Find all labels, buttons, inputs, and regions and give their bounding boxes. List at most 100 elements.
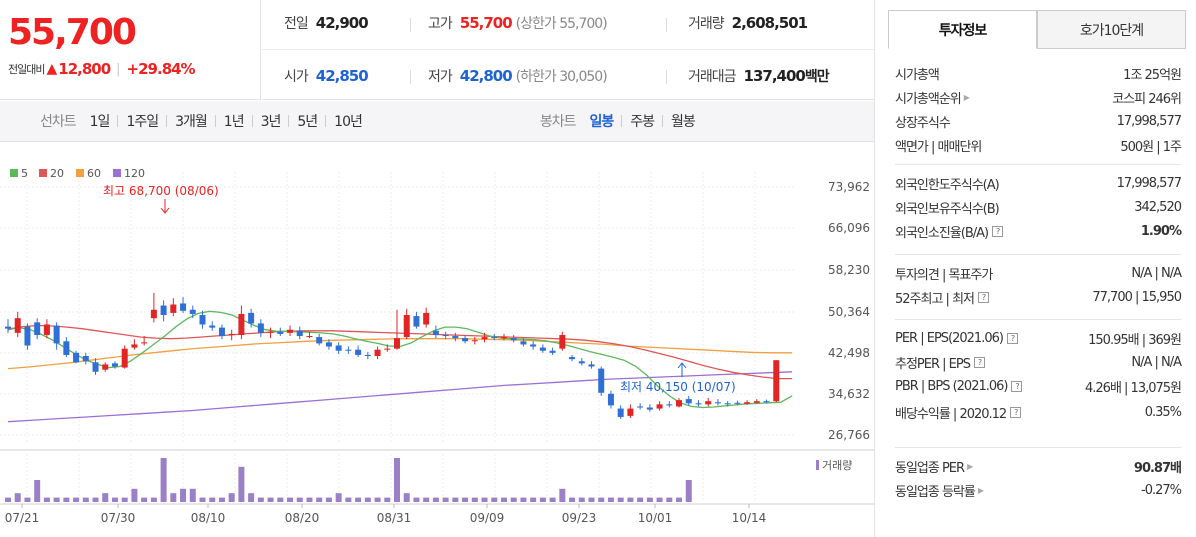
period-1d[interactable]: 1일 [89,114,111,130]
price-stats: 전일 42,900 고가 55,700 (상한가 55,700) 거래량 2,6… [262,0,874,100]
info-key-text: 52주최고 | 최저 [895,291,975,307]
candle-body [763,401,770,403]
volume-bar [335,493,342,502]
info-value: 17,998,577 [1116,113,1182,129]
stat-label: 거래량 [688,16,725,32]
volume-bar [384,497,391,502]
candle-body [656,404,663,409]
candle-body [510,338,517,341]
help-icon[interactable]: ? [973,356,985,368]
section-divider [895,254,1181,255]
x-tick-label: 08/31 [377,511,412,525]
divider [117,115,119,127]
volume-bar [471,497,478,502]
volume-bar [656,497,663,502]
info-tabs: 투자정보 호가10단계 [888,10,1186,49]
candle-body [714,402,721,404]
arrow-right-icon[interactable]: ▶ [967,461,973,471]
info-key-text: 외국인소진율(B/A) [895,225,989,241]
candle-body [705,401,712,405]
candle-body [676,400,683,407]
candle-body [432,330,439,335]
volume-bar [355,497,362,502]
info-row: 외국인소진율(B/A)? 1.90% [895,220,1182,242]
candle-weekly[interactable]: 주봉 [630,114,655,130]
info-key-text: 외국인보유주식수(B) [895,201,1000,217]
period-10y[interactable]: 10년 [334,114,363,130]
divider [410,18,411,32]
help-icon[interactable]: ? [978,291,989,303]
section-divider [895,447,1181,448]
info-key-text: 외국인한도주식수(A) [895,177,1000,193]
volume-bar [170,493,177,502]
period-1y[interactable]: 1년 [223,114,245,130]
arrow-right-icon[interactable]: ▶ [977,485,984,495]
arrow-right-icon[interactable]: ▶ [963,92,970,102]
volume-bar [82,497,89,502]
volume-bar [5,497,11,502]
candle-body [228,333,235,335]
price-chart[interactable]: 5 20 60 120 73,962 66,096 58,230 50,364 42,498 34… [0,142,874,537]
period-3m[interactable]: 3개월 [175,114,208,130]
x-tick-label: 07/21 [5,511,40,525]
help-icon[interactable]: ? [992,225,1004,237]
volume-bar [413,497,420,502]
candle-body [491,337,498,339]
volume-bar [43,497,50,502]
volume-bar [92,497,99,502]
candle-monthly[interactable]: 월봉 [671,114,696,130]
info-key: PER | EPS(2021.06)? [895,331,1018,346]
y-tick-label: 26,766 [828,428,870,442]
up-triangle-icon: ▲ [46,61,58,77]
candle-body [637,406,644,408]
volume-bar [559,488,566,502]
line-chart-title: 선차트 [40,114,77,130]
info-key: 상장주식수 [895,112,951,131]
volume-bar [257,497,264,502]
info-value: 4.26배 | 13,075원 [1085,380,1182,396]
stat-sub: (하한가 30,050) [515,69,608,85]
tab-investment-info[interactable]: 투자정보 [888,10,1037,49]
change-divider: | [116,61,121,77]
candle-body [588,364,595,367]
legend-swatch [76,169,84,177]
candle-daily[interactable]: 일봉 [589,114,615,130]
candle-body [685,399,692,404]
stat-low: 저가 42,800 (하한가 30,050) [428,66,608,86]
candle-body [539,347,546,351]
high-arrow-icon [160,207,170,214]
info-row: PER | EPS(2021.06)? 150.95배 | 369원 [895,327,1182,349]
volume-bar [617,497,624,502]
help-icon[interactable]: ? [1006,332,1018,344]
candle-body [773,360,780,402]
help-icon[interactable]: ? [1010,406,1022,418]
period-5y[interactable]: 5년 [297,114,318,130]
candle-body [141,342,148,344]
period-3y[interactable]: 3년 [260,114,282,130]
help-icon[interactable]: ? [1011,380,1023,392]
candle-body [462,338,469,342]
info-key: 투자의견 | 목표주가 [895,264,993,283]
candle-body [335,345,342,351]
candle-body [364,354,371,357]
volume-bar [34,480,41,502]
volume-bar [325,497,332,502]
candle-body [5,326,11,329]
period-1w[interactable]: 1주일 [126,114,159,130]
volume-bar [316,497,323,502]
volume-bar [374,497,381,502]
info-value: 17,998,577 [1116,175,1182,191]
candle-body [753,401,760,403]
stat-value: 42,850 [315,67,369,85]
info-key-text: 시가총액 [895,67,940,83]
volume-bar [491,497,498,502]
candle-body [257,323,264,333]
candle-body [471,340,478,342]
candle-body [102,364,109,370]
stat-value: 2,608,501 [731,14,808,32]
y-tick-label: 73,962 [828,180,870,194]
tab-orderbook[interactable]: 호가10단계 [1037,10,1186,49]
candle-body [627,408,634,416]
volume-bar [199,497,206,502]
volume-bar [141,497,148,502]
